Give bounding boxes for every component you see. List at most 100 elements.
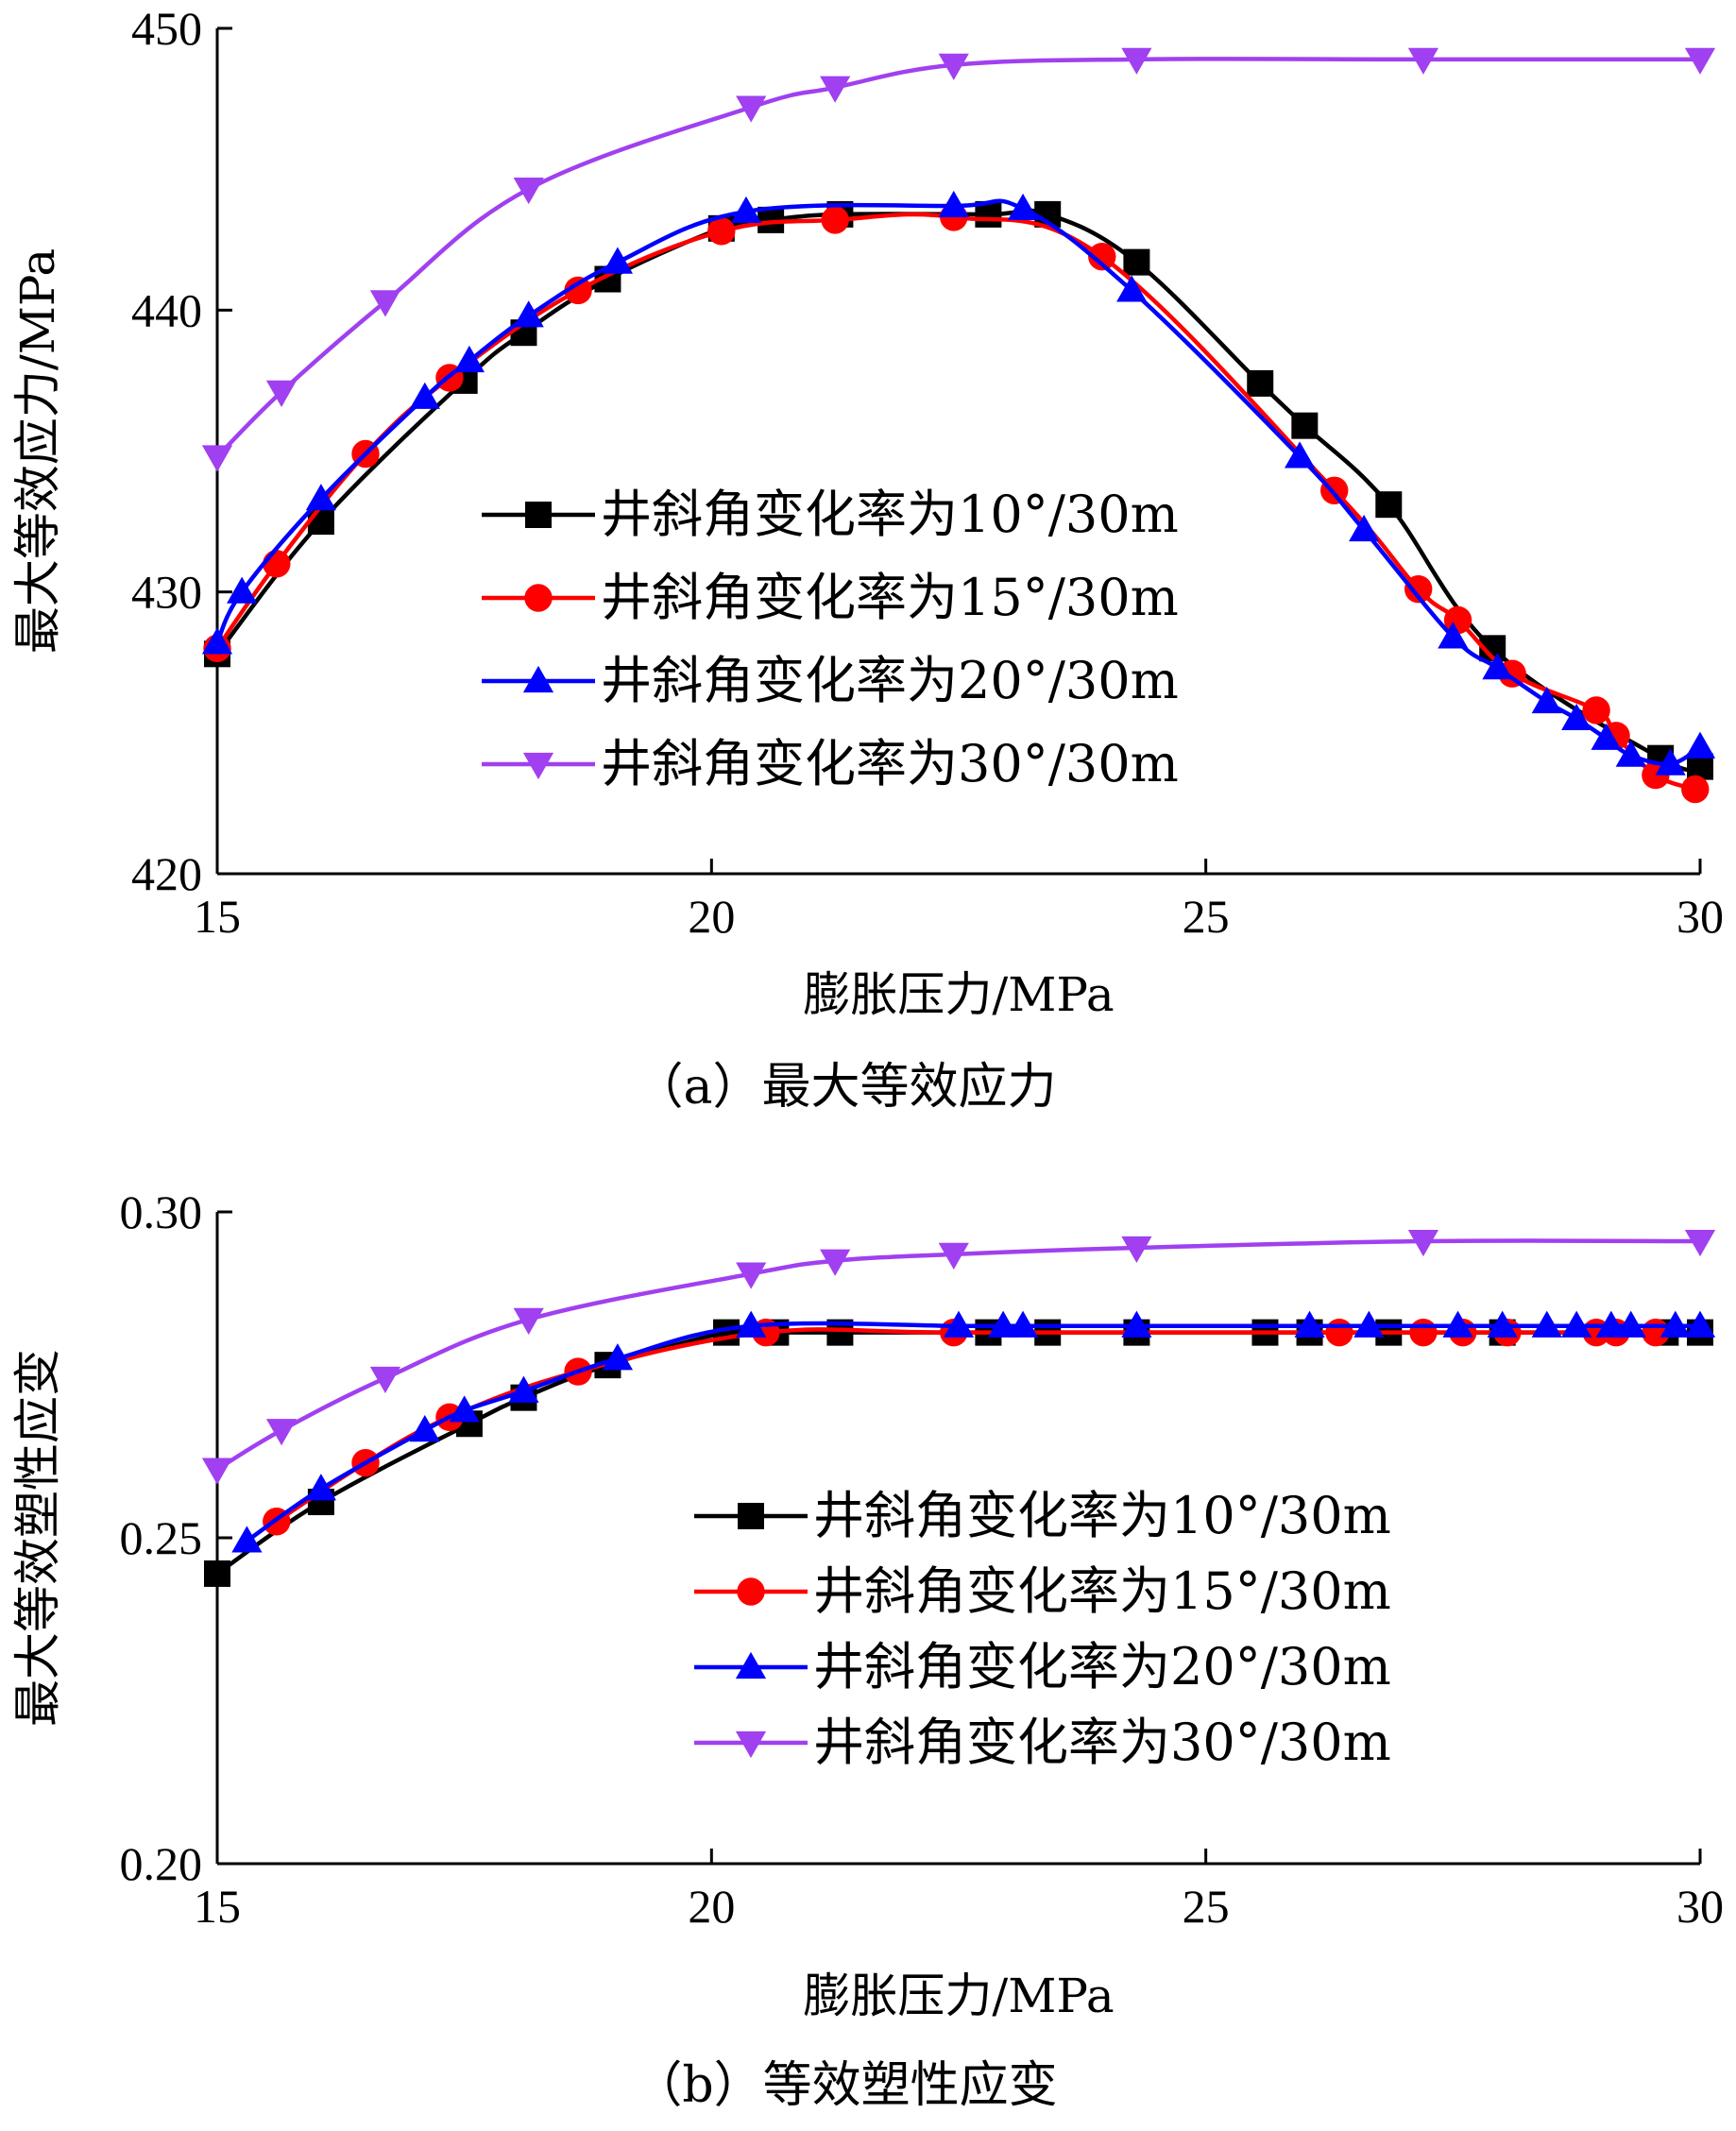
data-point-triangle-up [602, 247, 633, 274]
data-point-circle [524, 584, 553, 612]
data-point-triangle-up [1482, 653, 1513, 680]
data-point-triangle-up [988, 1310, 1019, 1338]
data-point-triangle-up [522, 665, 554, 693]
series-3 [201, 190, 1716, 776]
data-point-triangle-down [369, 1366, 401, 1394]
data-point-triangle-down [736, 1262, 767, 1289]
y-tick-label: 430 [131, 566, 202, 619]
data-point-circle [1681, 775, 1710, 804]
legend-label: 井斜角变化率为10°/30m [601, 485, 1179, 544]
x-tick-label: 15 [194, 890, 241, 943]
data-point-triangle-down [1121, 47, 1152, 75]
data-point-triangle-up [735, 1651, 767, 1679]
data-point-triangle-up [305, 1474, 336, 1501]
y-tick-label: 450 [131, 2, 202, 55]
data-point-triangle-down [736, 95, 767, 123]
data-point-triangle-up [1121, 1310, 1152, 1338]
data-point-triangle-up [1116, 275, 1148, 302]
data-point-triangle-up [453, 345, 485, 373]
data-point-triangle-up [1591, 723, 1622, 750]
x-tick-label: 30 [1676, 1880, 1724, 1933]
legend-label: 井斜角变化率为20°/30m [601, 651, 1179, 710]
data-point-square [525, 502, 552, 528]
data-point-triangle-up [1615, 740, 1646, 767]
data-point-triangle-down [1684, 1229, 1716, 1257]
x-axis-label: 膨胀压力/MPa [803, 967, 1114, 1022]
data-point-triangle-up [943, 1310, 975, 1338]
data-point-triangle-up [231, 1526, 263, 1553]
data-point-triangle-up [730, 196, 762, 223]
data-point-triangle-up [1487, 1310, 1518, 1338]
data-point-triangle-down [735, 1730, 767, 1759]
chart-panel-a: 420 430 440 450 15 20 25 30 膨胀压力/MPa 最大等效应力/MPa （a… [10, 2, 1724, 1116]
chart-panel-b: 0.20 0.25 0.30 15 20 25 30 膨胀压力/MPa 最大等效塑性应变 （b）等… [10, 1185, 1724, 2114]
data-point-circle [564, 276, 592, 305]
data-point-triangle-up [1007, 1310, 1039, 1338]
data-point-square [738, 1503, 764, 1529]
data-point-triangle-up [227, 576, 258, 604]
y-tick-label: 0.30 [120, 1185, 203, 1238]
data-point-circle [707, 217, 736, 246]
x-tick-label: 25 [1183, 890, 1230, 943]
data-point-triangle-up [409, 1415, 440, 1442]
y-tick-label: 420 [131, 847, 202, 900]
data-point-triangle-down [938, 53, 969, 80]
legend: 井斜角变化率为10°/30m 井斜角变化率为15°/30m 井斜角变化率为20°/3… [482, 485, 1179, 793]
chart-caption: （a）最大等效应力 [634, 1059, 1056, 1116]
legend-label: 井斜角变化率为20°/30m [813, 1637, 1391, 1696]
data-point-triangle-up [1659, 1310, 1691, 1338]
data-point-triangle-down [369, 290, 401, 317]
x-tick-label: 15 [194, 1880, 241, 1933]
data-point-triangle-up [736, 1310, 767, 1338]
data-point-triangle-up [602, 1343, 633, 1371]
data-point-triangle-up [1438, 622, 1469, 649]
legend-label: 井斜角变化率为15°/30m [601, 568, 1179, 627]
data-point-triangle-up [305, 484, 336, 511]
data-point-triangle-down [1121, 1236, 1152, 1264]
data-point-triangle-up [1684, 731, 1716, 759]
data-point-square [307, 508, 334, 536]
x-tick-label: 20 [688, 890, 735, 943]
series-line [215, 57, 1700, 459]
data-point-triangle-down [938, 1242, 969, 1270]
data-point-triangle-up [508, 1375, 539, 1403]
data-point-square [1291, 412, 1319, 439]
x-tick-label: 30 [1676, 890, 1724, 943]
x-tick-label: 25 [1183, 1880, 1230, 1933]
data-point-triangle-up [1531, 686, 1562, 714]
data-point-square [1123, 248, 1150, 276]
data-point-circle [1404, 574, 1433, 604]
data-point-triangle-down [201, 445, 233, 472]
data-point-circle [821, 206, 849, 234]
series-1 [204, 1319, 1713, 1587]
legend-label: 井斜角变化率为15°/30m [813, 1561, 1391, 1621]
series-3 [231, 1310, 1716, 1553]
data-point-triangle-down [265, 380, 298, 407]
y-axis-label: 最大等效塑性应变 [10, 1349, 65, 1727]
data-point-triangle-down [522, 752, 554, 780]
data-point-triangle-up [1615, 1310, 1646, 1338]
data-point-triangle-up [938, 190, 969, 218]
legend: 井斜角变化率为10°/30m 井斜角变化率为15°/30m 井斜角变化率为20°/3… [694, 1486, 1391, 1772]
data-point-triangle-down [820, 1249, 851, 1276]
y-tick-label: 0.25 [120, 1511, 203, 1564]
data-point-triangle-up [1442, 1310, 1473, 1338]
y-tick-label: 0.20 [120, 1837, 203, 1890]
x-tick-label: 20 [688, 1880, 735, 1933]
data-point-square [1247, 369, 1274, 397]
data-point-square [204, 1560, 230, 1587]
data-point-triangle-up [1349, 514, 1380, 542]
data-point-triangle-up [201, 627, 233, 655]
data-point-triangle-up [1655, 748, 1686, 776]
data-point-triangle-up [1531, 1310, 1562, 1338]
data-point-triangle-down [820, 76, 851, 103]
data-point-triangle-up [1294, 1310, 1325, 1338]
data-point-square [1375, 491, 1403, 519]
data-point-circle [737, 1577, 765, 1606]
x-axis-label: 膨胀压力/MPa [803, 1969, 1114, 2023]
data-point-triangle-up [1285, 441, 1316, 469]
data-point-triangle-down [513, 1307, 544, 1335]
series-4 [201, 1229, 1716, 1485]
y-axis-label: 最大等效应力/MPa [10, 248, 65, 654]
